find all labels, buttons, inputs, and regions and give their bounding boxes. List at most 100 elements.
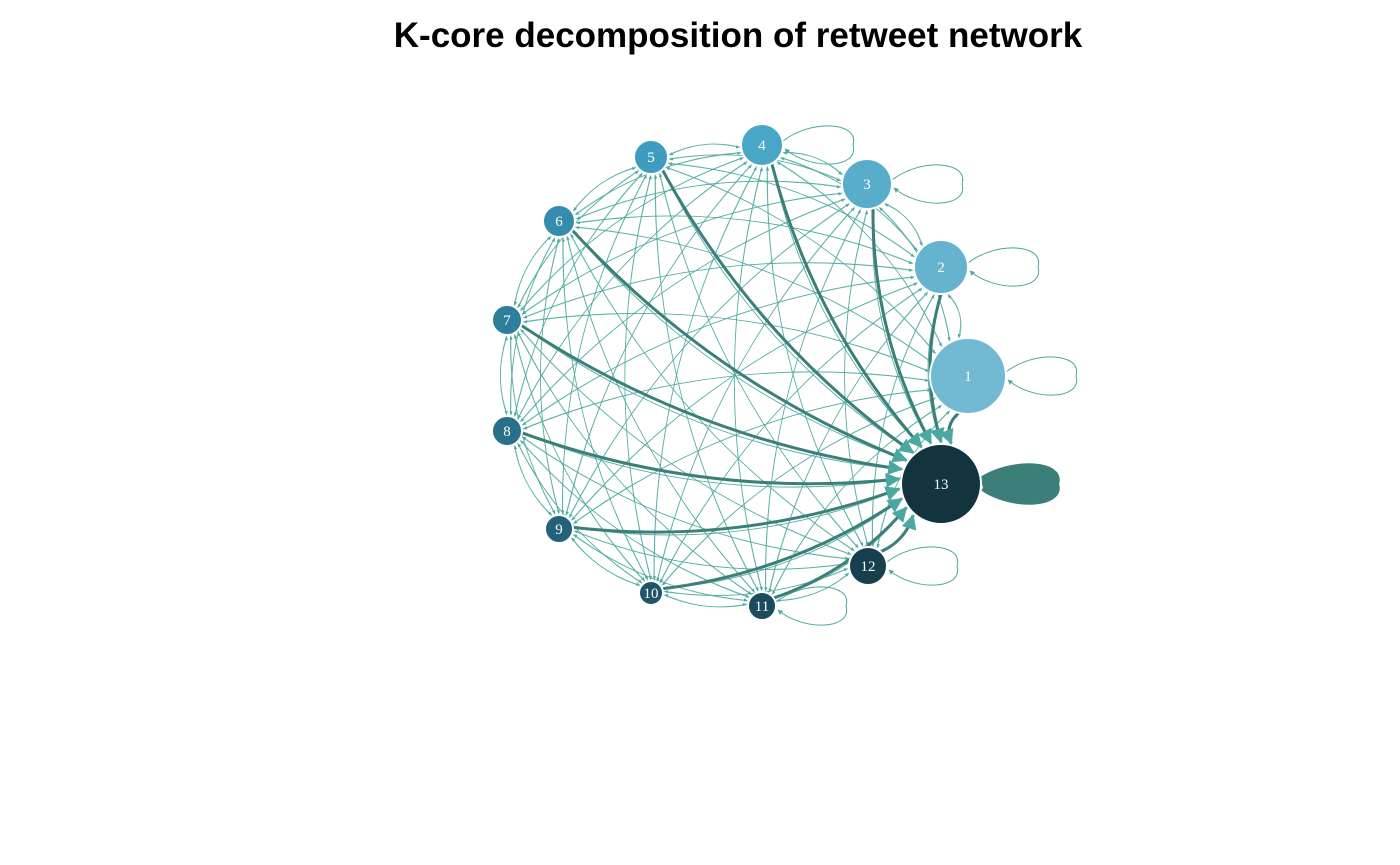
edge-3-to-2 xyxy=(883,202,923,246)
edge-7-to-4 xyxy=(519,157,744,312)
edge-5-to-4 xyxy=(667,143,740,156)
node-label-4: 4 xyxy=(758,138,766,154)
edge-2-to-1 xyxy=(947,292,961,338)
node-12: 12 xyxy=(848,546,888,586)
node-circle-8 xyxy=(491,415,523,447)
node-label-10: 10 xyxy=(644,586,659,602)
edge-6-to-7 xyxy=(513,234,552,306)
node-label-1: 1 xyxy=(964,369,972,385)
heavy-edge-7-to-13 xyxy=(520,324,904,475)
edge-5-to-2 xyxy=(666,162,915,257)
edge-5-to-6 xyxy=(573,166,638,211)
edge-9-to-5 xyxy=(562,175,647,516)
edge-9-to-3 xyxy=(567,203,850,519)
self-loop-3 xyxy=(891,164,964,204)
edge-13-to-8 xyxy=(523,432,902,488)
node-label-3: 3 xyxy=(863,177,871,193)
node-label-8: 8 xyxy=(503,424,511,440)
edge-13-to-6 xyxy=(573,230,909,462)
edge-12-to-2 xyxy=(871,294,935,548)
edge-11-to-10 xyxy=(664,594,749,608)
edge-8-to-1 xyxy=(521,371,929,430)
edge-7-to-8 xyxy=(500,334,508,415)
heavy-edge-8-to-13 xyxy=(521,431,901,488)
heavy-edge-3-to-13 xyxy=(871,208,933,445)
edge-2-to-10 xyxy=(659,286,924,583)
edge-8-to-7 xyxy=(500,336,508,417)
edge-4-to-12 xyxy=(766,165,864,546)
chart-title: K-core decomposition of retweet network xyxy=(393,16,1083,55)
edge-13-to-12 xyxy=(881,513,915,551)
edge-10-to-3 xyxy=(656,207,855,583)
edge-8-to-2 xyxy=(520,275,915,426)
edge-9-to-8 xyxy=(513,445,553,517)
edge-10-to-4 xyxy=(653,166,757,582)
self-loop-13 xyxy=(979,463,1060,505)
edge-7-to-2 xyxy=(521,262,913,319)
node-8: 8 xyxy=(491,415,523,447)
edge-7-to-5 xyxy=(516,170,639,309)
edge-10-to-6 xyxy=(561,238,649,582)
node-circle-6 xyxy=(542,204,576,238)
node-7: 7 xyxy=(491,304,523,336)
edge-9-to-4 xyxy=(565,165,752,517)
edge-11-to-13 xyxy=(773,507,907,599)
edge-1-to-9 xyxy=(573,388,933,524)
node-13: 13 xyxy=(900,443,982,525)
edge-12-to-8 xyxy=(522,436,851,560)
heavy-edge-1-to-13 xyxy=(939,411,960,445)
self-loop-1 xyxy=(1005,356,1078,396)
edge-13-to-7 xyxy=(522,325,904,471)
heavy-edge-4-to-13 xyxy=(770,163,923,449)
edge-11-to-4 xyxy=(734,167,763,593)
node-10: 10 xyxy=(638,580,664,606)
edge-7-to-6 xyxy=(513,236,551,307)
edge-10-to-9 xyxy=(571,537,642,587)
node-9: 9 xyxy=(544,514,574,544)
node-label-13: 13 xyxy=(934,477,949,493)
node-2: 2 xyxy=(913,239,969,295)
node-label-7: 7 xyxy=(503,313,511,329)
self-loop-4 xyxy=(782,125,855,165)
node-circle-7 xyxy=(491,304,523,336)
node-label-11: 11 xyxy=(755,599,769,615)
edge-12-to-9 xyxy=(574,530,850,570)
edges-layer xyxy=(500,143,962,608)
node-circle-13 xyxy=(900,443,982,525)
edge-2-to-8 xyxy=(522,276,916,426)
node-circle-4 xyxy=(740,123,784,167)
edge-6-to-12 xyxy=(569,232,855,551)
self-loop-2 xyxy=(967,247,1040,287)
node-label-9: 9 xyxy=(555,522,563,538)
edge-10-to-5 xyxy=(624,175,652,582)
edge-6-to-5 xyxy=(571,167,636,213)
edge-9-to-2 xyxy=(570,282,918,522)
self-loops-layer xyxy=(775,125,1078,626)
node-circle-12 xyxy=(848,546,888,586)
edge-13-to-5 xyxy=(663,170,915,455)
node-circle-5 xyxy=(633,139,669,175)
edge-8-to-3 xyxy=(519,198,846,423)
edge-5-to-1 xyxy=(664,166,936,354)
node-circle-2 xyxy=(913,239,969,295)
heavy-edge-11-to-13 xyxy=(773,506,908,600)
edge-1-to-5 xyxy=(666,167,937,355)
edge-11-to-9 xyxy=(573,534,749,602)
node-circle-10 xyxy=(638,580,664,606)
edge-12-to-7 xyxy=(520,329,853,556)
heavy-edge-9-to-13 xyxy=(572,486,901,534)
edge-12-to-11 xyxy=(776,572,851,603)
node-11: 11 xyxy=(747,591,777,621)
edge-10-to-2 xyxy=(658,288,922,585)
node-circle-9 xyxy=(544,514,574,544)
node-label-6: 6 xyxy=(555,214,563,230)
edge-11-to-7 xyxy=(517,332,753,596)
heavy-edge-10-to-13 xyxy=(662,497,903,591)
node-6: 6 xyxy=(542,204,576,238)
node-3: 3 xyxy=(841,158,893,210)
node-label-5: 5 xyxy=(647,150,655,166)
node-4: 4 xyxy=(740,123,784,167)
edge-12-to-13 xyxy=(880,515,915,553)
